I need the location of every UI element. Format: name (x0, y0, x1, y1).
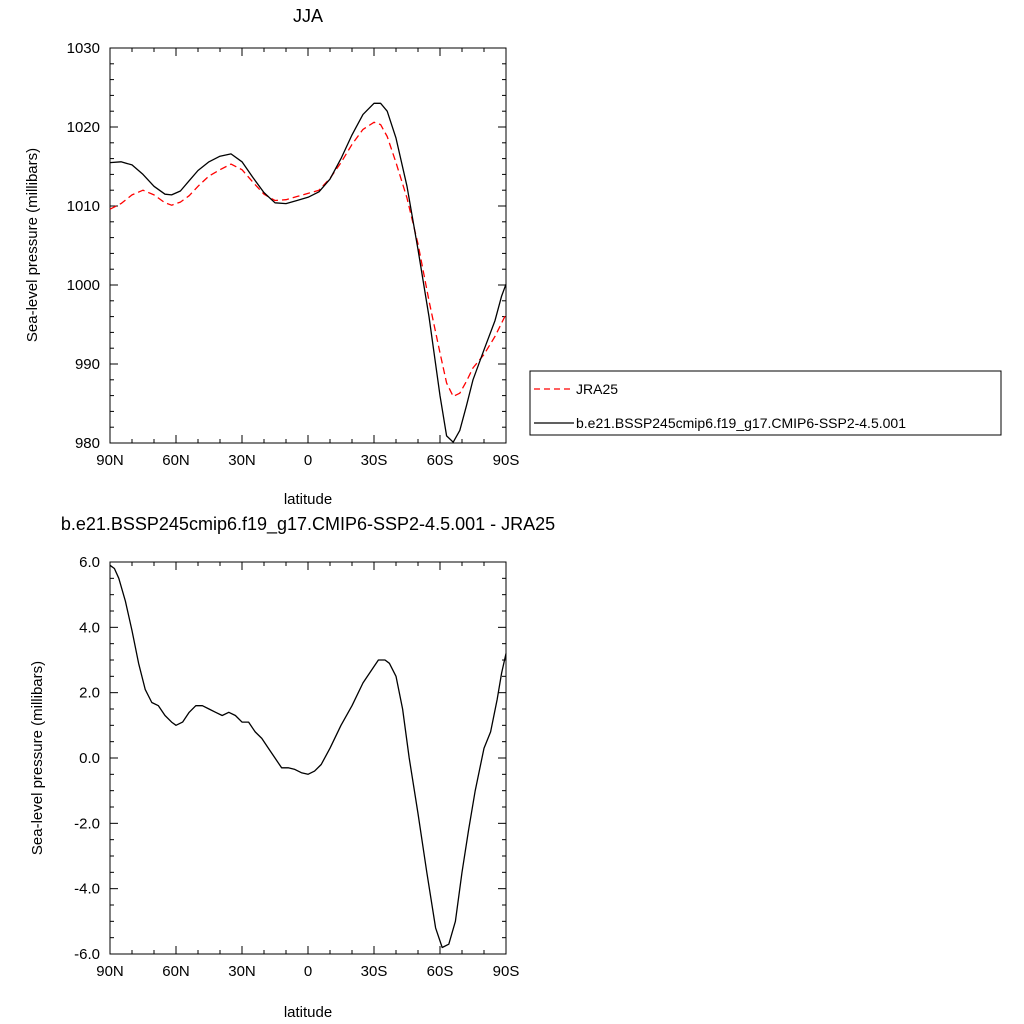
x-tick-label: 90N (96, 963, 124, 980)
bottom-series-lines (109, 564, 507, 949)
series-line-jra25 (109, 121, 507, 398)
bottom-x-ticks: 90N 60N 30N 0 30S 60S 90S (96, 562, 519, 980)
y-tick-label: 1010 (67, 198, 100, 215)
legend: JRA25 b.e21.BSSP245cmip6.f19_g17.CMIP6-S… (529, 370, 1002, 436)
bottom-x-axis-label: latitude (284, 1004, 332, 1021)
x-tick-label: 30S (361, 452, 388, 469)
top-x-axis-label: latitude (284, 491, 332, 508)
y-tick-label: -4.0 (74, 881, 100, 898)
x-tick-label: 30S (361, 963, 388, 980)
x-tick-label: 30N (228, 452, 256, 469)
x-tick-label: 60S (427, 963, 454, 980)
x-tick-label: 0 (304, 452, 312, 469)
x-tick-label: 60N (162, 452, 190, 469)
top-chart-title: JJA (293, 6, 323, 26)
y-tick-label: -6.0 (74, 946, 100, 963)
bottom-chart: b.e21.BSSP245cmip6.f19_g17.CMIP6-SSP2-4.… (29, 514, 555, 1021)
x-tick-label: 90S (493, 452, 520, 469)
top-chart: JJA 90N 60N 30N 0 30S 60S 90S 980 990 1000 1010 10… (24, 6, 519, 508)
x-tick-label: 60S (427, 452, 454, 469)
top-series-lines (109, 102, 507, 443)
y-tick-label: 0.0 (79, 750, 100, 767)
bottom-y-axis-label: Sea-level pressure (millibars) (29, 661, 46, 855)
x-tick-label: 90N (96, 452, 124, 469)
top-x-ticks: 90N 60N 30N 0 30S 60S 90S (96, 48, 519, 469)
bottom-plot-frame (109, 561, 507, 955)
y-tick-label: 2.0 (79, 685, 100, 702)
y-tick-label: 6.0 (79, 554, 100, 571)
x-tick-label: 0 (304, 963, 312, 980)
legend-label-jra25: JRA25 (576, 381, 618, 397)
top-y-ticks: 980 990 1000 1010 1020 1030 (67, 40, 506, 452)
y-tick-label: 1020 (67, 119, 100, 136)
series-line-model (109, 102, 507, 443)
y-tick-label: 1000 (67, 277, 100, 294)
y-tick-label: 990 (75, 356, 100, 373)
y-tick-label: 980 (75, 435, 100, 452)
x-tick-label: 30N (228, 963, 256, 980)
bottom-y-ticks: -6.0 -4.0 -2.0 0.0 2.0 4.0 6.0 (74, 554, 506, 963)
top-y-axis-label: Sea-level pressure (millibars) (24, 148, 41, 342)
y-tick-label: 4.0 (79, 619, 100, 636)
x-tick-label: 90S (493, 963, 520, 980)
legend-label-model: b.e21.BSSP245cmip6.f19_g17.CMIP6-SSP2-4.… (576, 415, 906, 431)
bottom-chart-title: b.e21.BSSP245cmip6.f19_g17.CMIP6-SSP2-4.… (61, 514, 555, 535)
x-tick-label: 60N (162, 963, 190, 980)
series-line-difference (109, 564, 507, 949)
legend-box (529, 370, 1002, 436)
y-tick-label: 1030 (67, 40, 100, 57)
y-tick-label: -2.0 (74, 815, 100, 832)
